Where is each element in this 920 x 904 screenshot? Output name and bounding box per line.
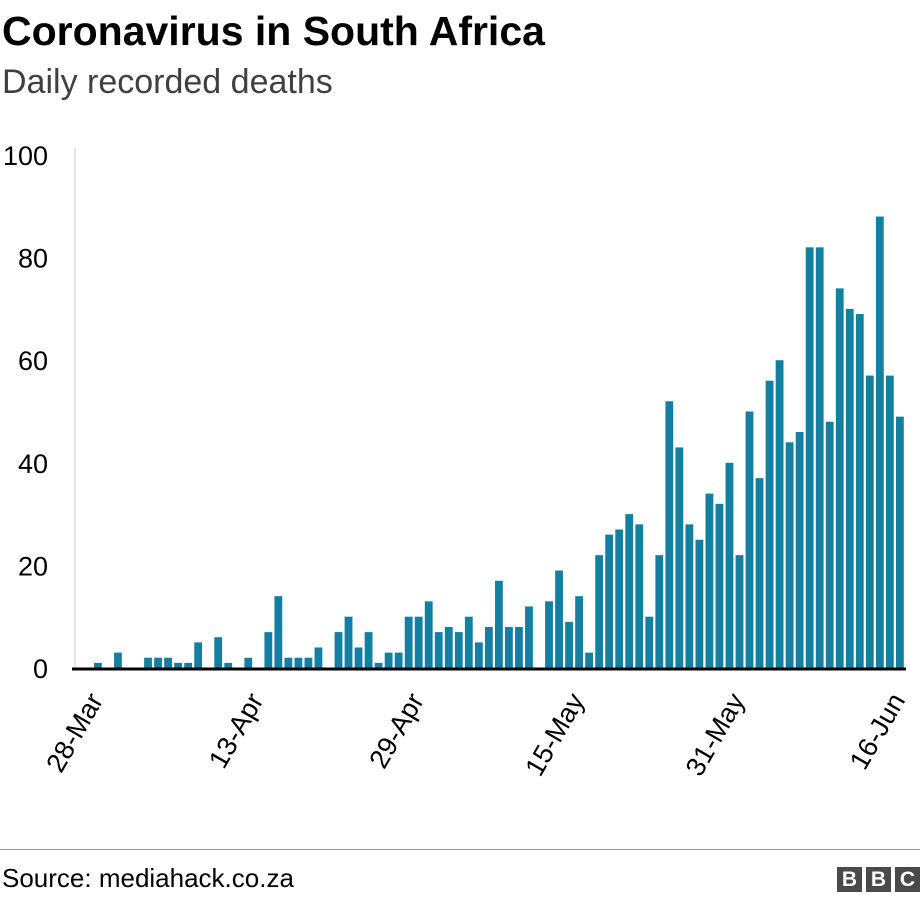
source-note: Source: mediahack.co.za	[2, 863, 294, 893]
bar	[394, 652, 403, 668]
bar	[695, 539, 704, 668]
bbc-logo-block: B	[866, 867, 891, 892]
x-tick-label: 31-May	[680, 688, 751, 781]
bar	[835, 288, 844, 668]
bar	[775, 360, 784, 668]
bar	[635, 524, 644, 668]
bar	[825, 421, 834, 668]
bar-series	[94, 216, 904, 668]
footer-divider	[0, 849, 920, 850]
bar	[304, 657, 313, 668]
bar	[354, 647, 363, 668]
bar	[484, 626, 493, 668]
bbc-logo-block: C	[895, 867, 920, 892]
x-tick-label: 16-Jun	[844, 688, 911, 775]
bar	[705, 493, 714, 668]
bar	[434, 632, 443, 668]
bar	[274, 596, 283, 668]
bar	[805, 247, 814, 668]
bar	[364, 632, 373, 668]
bar	[414, 616, 423, 668]
bar	[154, 657, 162, 668]
bar	[174, 662, 183, 668]
bar	[625, 514, 634, 668]
bar	[515, 626, 523, 668]
bar	[555, 570, 563, 668]
bar	[404, 616, 413, 668]
bbc-logo: B B C	[837, 867, 920, 892]
bar	[795, 432, 804, 668]
bbc-logo-block: B	[837, 867, 862, 892]
bar	[595, 555, 604, 668]
bar	[785, 442, 794, 668]
bar	[374, 662, 383, 668]
bar	[725, 462, 734, 668]
bar	[294, 657, 303, 668]
y-tick-label: 60	[18, 346, 48, 376]
bar	[735, 555, 744, 668]
bar	[214, 637, 223, 668]
bar	[525, 606, 533, 668]
bar	[494, 580, 503, 668]
bar	[505, 626, 513, 668]
bar	[895, 416, 904, 668]
bar	[605, 534, 614, 668]
y-tick-label: 100	[3, 141, 48, 171]
y-tick-label: 0	[33, 654, 48, 684]
bar	[875, 216, 884, 668]
y-axis-tick-labels: 0 20 40 60 80 100	[3, 141, 48, 684]
bar	[224, 662, 233, 668]
bar	[845, 308, 854, 668]
x-tick-label: 13-Apr	[203, 688, 270, 773]
bar	[194, 642, 203, 668]
bar	[344, 616, 353, 668]
y-tick-label: 80	[18, 244, 48, 274]
bar	[474, 642, 483, 668]
bar	[865, 375, 874, 668]
bar	[144, 657, 152, 668]
bar	[334, 632, 343, 668]
bar	[565, 621, 573, 668]
bar	[464, 616, 473, 668]
bar	[585, 652, 594, 668]
bar	[855, 314, 864, 668]
bar	[454, 632, 463, 668]
bar	[94, 662, 102, 668]
bar	[715, 503, 724, 668]
daily-deaths-bar-chart: 0 20 40 60 80 100 28-Mar 13-Apr 29-Apr 15-May 31-…	[3, 141, 911, 781]
bar	[264, 632, 273, 668]
bar	[645, 616, 654, 668]
bar	[685, 524, 694, 668]
bar	[655, 555, 664, 668]
y-tick-label: 20	[18, 551, 48, 581]
bar	[765, 380, 774, 668]
bar	[384, 652, 393, 668]
y-tick-label: 40	[18, 449, 48, 479]
bar	[114, 652, 122, 668]
bar	[575, 596, 584, 668]
bar	[745, 411, 754, 668]
bar	[755, 478, 764, 668]
bar	[244, 657, 253, 668]
x-tick-label: 29-Apr	[363, 688, 430, 773]
x-tick-label: 28-Mar	[40, 688, 109, 777]
bar	[284, 657, 293, 668]
bar	[184, 662, 193, 668]
bar	[314, 647, 323, 668]
bar	[815, 247, 824, 668]
bar	[164, 657, 172, 668]
bar	[675, 447, 684, 668]
x-tick-label: 15-May	[519, 688, 590, 781]
x-axis-tick-labels: 28-Mar 13-Apr 29-Apr 15-May 31-May 16-Jun	[40, 688, 911, 781]
bar	[665, 401, 674, 668]
bar	[444, 626, 453, 668]
chart-title: Coronavirus in South Africa	[2, 8, 545, 54]
chart-subtitle: Daily recorded deaths	[2, 63, 333, 101]
bar	[424, 601, 433, 668]
bar	[615, 529, 624, 668]
bar	[885, 375, 894, 668]
bar	[545, 601, 553, 668]
